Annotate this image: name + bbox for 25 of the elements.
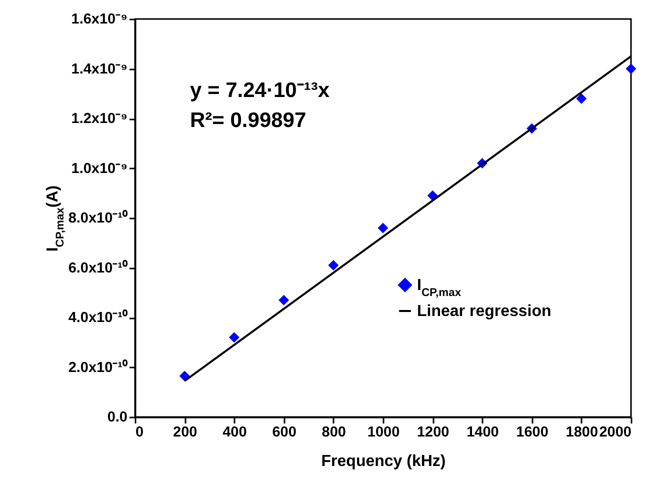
x-tick-label: 1600 — [516, 424, 548, 440]
y-tick-label: 0.0 — [107, 410, 128, 426]
annotation: y = 7.24·10⁻¹³x — [190, 79, 330, 102]
y-tick-label: 8.0x10⁻¹⁰ — [68, 210, 128, 226]
y-tick-label: 4.0x10⁻¹⁰ — [68, 309, 128, 326]
x-tick-label: 1200 — [416, 424, 450, 440]
annotation: R²= 0.99897 — [190, 109, 306, 132]
x-tick-label: 0 — [136, 424, 144, 440]
legend-label: I$_{CP,max}$ — [417, 277, 462, 299]
x-tick-label: 400 — [222, 424, 247, 440]
x-tick-label: 200 — [173, 424, 198, 440]
x-tick-label: 1400 — [466, 424, 499, 440]
y-tick-label: 1.4x10⁻⁹ — [71, 61, 128, 78]
x-tick-label: 600 — [272, 424, 296, 440]
y-tick-label: 1.6x10⁻⁹ — [71, 12, 128, 28]
y-tick-label: 6.0x10⁻¹⁰ — [68, 259, 128, 276]
y-tick-label: 1.2x10⁻⁹ — [71, 111, 128, 127]
legend-label: Linear regression — [417, 303, 552, 320]
y-tick-label: 1.0x10⁻⁹ — [71, 160, 128, 177]
x-axis-title: Frequency (kHz) — [321, 453, 446, 470]
x-tick-label: 2000 — [599, 424, 632, 440]
x-tick-label: 800 — [322, 424, 346, 440]
y-tick-label: 2.0x10⁻¹⁰ — [68, 358, 128, 376]
x-tick-label: 1800 — [566, 424, 598, 440]
x-tick-label: 1000 — [367, 424, 400, 440]
